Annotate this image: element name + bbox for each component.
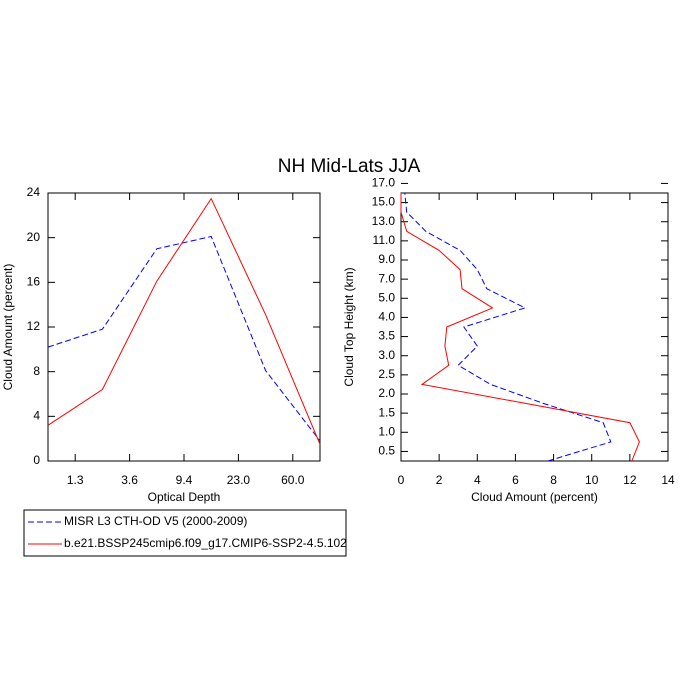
y-tick-label: 0.5 — [378, 444, 395, 458]
x-tick-label: 10 — [585, 473, 599, 487]
legend-label: MISR L3 CTH-OD V5 (2000-2009) — [64, 514, 247, 528]
chart-title: NH Mid-Lats JJA — [278, 156, 421, 177]
x-tick-label: 6 — [512, 473, 519, 487]
data-line — [404, 192, 612, 462]
x-axis-label: Cloud Amount (percent) — [471, 490, 598, 504]
y-tick-label: 15.0 — [372, 195, 396, 209]
y-tick-label: 4 — [33, 409, 40, 423]
y-tick-label: 20 — [27, 230, 41, 244]
y-tick-label: 13.0 — [372, 214, 396, 228]
y-tick-label: 9.0 — [378, 252, 395, 266]
data-line — [47, 197, 321, 445]
x-tick-label: 3.6 — [121, 473, 138, 487]
data-line — [400, 193, 640, 462]
data-line — [47, 235, 321, 442]
plot-frame — [400, 192, 669, 462]
y-tick-label: 17.0 — [372, 176, 396, 190]
y-tick-label: 1.0 — [378, 424, 395, 438]
legend-label: b.e21.BSSP245cmip6.f09_g17.CMIP6-SSP2-4.… — [64, 536, 347, 550]
y-tick-label: 1.5 — [378, 405, 395, 419]
y-tick-label: 4.0 — [378, 310, 395, 324]
x-tick-label: 2 — [436, 473, 443, 487]
y-tick-label: 16 — [27, 275, 41, 289]
legend-box — [23, 509, 347, 557]
x-tick-label: 23.0 — [227, 473, 251, 487]
x-tick-label: 8 — [550, 473, 557, 487]
x-axis-label: Optical Depth — [148, 490, 221, 504]
y-tick-label: 3.5 — [378, 329, 395, 343]
x-tick-label: 0 — [398, 473, 405, 487]
y-tick-label: 12 — [27, 319, 41, 333]
x-tick-label: 12 — [623, 473, 637, 487]
y-tick-label: 3.0 — [378, 348, 395, 362]
y-axis-label: Cloud Amount (percent) — [1, 264, 15, 391]
x-tick-label: 60.0 — [281, 473, 305, 487]
y-tick-label: 0 — [33, 453, 40, 467]
x-tick-label: 14 — [661, 473, 675, 487]
y-tick-label: 5.0 — [378, 290, 395, 304]
plot-frame — [47, 192, 321, 462]
y-tick-label: 11.0 — [373, 233, 396, 247]
x-tick-label: 4 — [474, 473, 481, 487]
y-tick-label: 24 — [27, 185, 41, 199]
x-tick-label: 1.3 — [67, 473, 84, 487]
y-tick-label: 2.5 — [378, 367, 395, 381]
x-tick-label: 9.4 — [176, 473, 193, 487]
y-tick-label: 7.0 — [378, 271, 395, 285]
y-tick-label: 8 — [33, 364, 40, 378]
y-axis-label: Cloud Top Height (km) — [342, 267, 356, 386]
y-tick-label: 2.0 — [378, 386, 395, 400]
